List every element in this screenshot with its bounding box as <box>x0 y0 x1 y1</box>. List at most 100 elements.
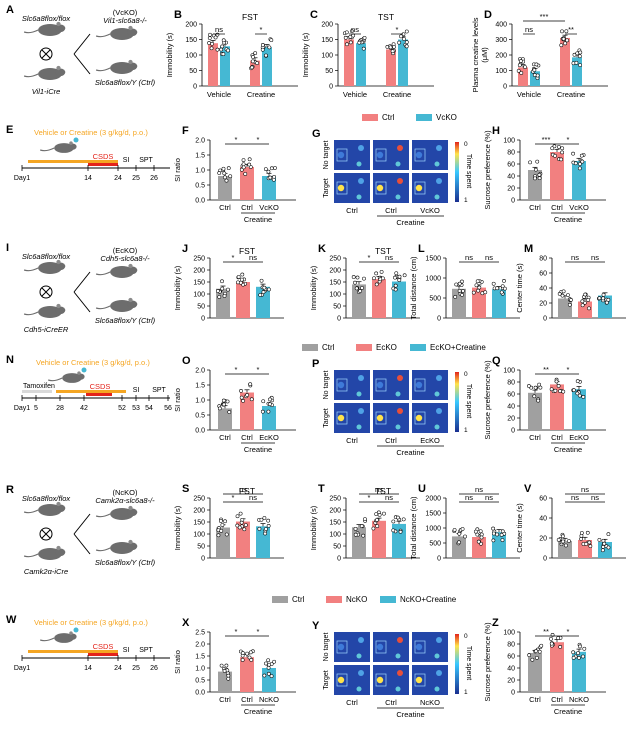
scale-min: 0 <box>464 141 468 148</box>
legend-swatch <box>362 114 378 121</box>
bar-ctrl <box>352 284 366 318</box>
data-point <box>247 157 252 162</box>
data-point <box>460 527 465 531</box>
data-point <box>516 68 521 73</box>
data-point <box>360 286 364 290</box>
data-point <box>566 293 570 297</box>
data-point <box>601 545 606 549</box>
data-point <box>393 275 397 280</box>
hotspot <box>415 676 423 684</box>
tick-label: 100 <box>503 630 515 637</box>
data-point <box>577 393 582 398</box>
mouse-tail <box>95 271 111 276</box>
legend: Ctrl NcKO NcKO+Creatine <box>272 595 457 604</box>
data-point <box>556 144 561 149</box>
tick-label: 150 <box>193 520 205 527</box>
data-point <box>355 275 360 280</box>
tick-label: 80 <box>539 256 547 263</box>
data-point <box>535 655 539 660</box>
sig-label: * <box>567 627 570 636</box>
panel-letter: N <box>6 354 14 366</box>
data-point <box>235 514 240 519</box>
tick-label: 0 <box>437 556 441 563</box>
tick-label: 20 <box>507 416 515 423</box>
heatmap-group-label: Creatine <box>396 710 424 719</box>
data-point <box>251 55 255 59</box>
data-point <box>560 146 565 151</box>
bar-kocr <box>262 406 276 430</box>
data-point <box>461 289 465 293</box>
csds-bar <box>86 393 112 396</box>
panel-B: B FST 0 50 100 150 200 Immobility (s) Vehicle Cre… <box>165 9 298 99</box>
tick-label: 0.5 <box>195 678 205 685</box>
data-point <box>491 538 496 543</box>
data-point <box>354 286 359 291</box>
data-point <box>267 45 272 50</box>
timeline-day: Day1 <box>14 665 30 672</box>
treatment-bar <box>56 390 126 393</box>
x-tick-label: Ctrl <box>529 433 541 442</box>
legend-swatch <box>380 596 396 603</box>
panel-letter: S <box>182 483 189 495</box>
x-tick-label: Ctrl <box>241 433 253 442</box>
tick-label: 1.5 <box>195 654 205 661</box>
chart-title: FST <box>239 486 255 496</box>
panel-letter: R <box>6 484 14 496</box>
bar-kocr <box>262 668 276 692</box>
data-point <box>250 59 255 64</box>
mouse-ear <box>128 263 133 269</box>
data-point <box>528 160 532 165</box>
panel-letter: Y <box>312 620 320 632</box>
data-point <box>239 389 243 393</box>
sig-label: *** <box>542 135 551 144</box>
tick-label: 500 <box>429 541 441 548</box>
data-point <box>567 302 572 307</box>
data-point <box>216 533 221 538</box>
hotspot <box>397 375 403 381</box>
group-label: Creatine <box>383 90 411 99</box>
data-point <box>226 287 230 292</box>
hotspot <box>358 408 364 414</box>
sig-label: * <box>567 365 570 374</box>
data-point <box>248 382 253 387</box>
bar-kocr <box>572 389 586 430</box>
data-point <box>222 171 227 176</box>
si-label: SI <box>123 647 130 654</box>
bar-ko <box>236 282 250 318</box>
data-point <box>533 176 537 181</box>
genotype-cre: Camk2α-iCre <box>24 567 68 576</box>
hotspot <box>415 151 423 159</box>
sig-label: ** <box>568 25 574 34</box>
timeline-day: 42 <box>80 405 88 412</box>
mouse-tail <box>23 267 39 272</box>
ctrl-genotype: Slc6a8flox/Y (Ctrl) <box>95 316 156 325</box>
mouse-tail <box>40 147 55 152</box>
x-tick-label: Ctrl <box>219 203 231 212</box>
data-point <box>247 162 252 167</box>
data-point <box>581 654 585 659</box>
panel-M: M 0 20 40 60 80 Center time (s) ns ns <box>515 243 626 323</box>
group-label: Vehicle <box>343 90 367 99</box>
mouse-head <box>55 504 66 513</box>
legend-swatch <box>302 344 318 351</box>
data-point <box>215 47 220 52</box>
sig-label: * <box>235 365 238 374</box>
data-point <box>479 532 484 537</box>
sig-label: ns <box>385 253 393 262</box>
tick-label: 60 <box>539 496 547 503</box>
data-point <box>563 41 568 46</box>
data-point <box>580 299 585 304</box>
sig-label: * <box>235 627 238 636</box>
data-point <box>532 68 537 72</box>
hotspot <box>337 676 345 684</box>
data-point <box>249 658 254 662</box>
data-point <box>454 282 459 287</box>
mouse-head <box>127 300 138 309</box>
tick-label: 20 <box>539 301 547 308</box>
panel-D: D 0 100 200 300 400 Plasma creatine levels (μM)… <box>471 9 608 99</box>
heatmap-col-label: Ctrl <box>385 698 397 707</box>
color-scale <box>455 142 459 202</box>
data-point <box>554 379 559 384</box>
data-point <box>393 287 398 292</box>
data-point <box>457 540 461 545</box>
